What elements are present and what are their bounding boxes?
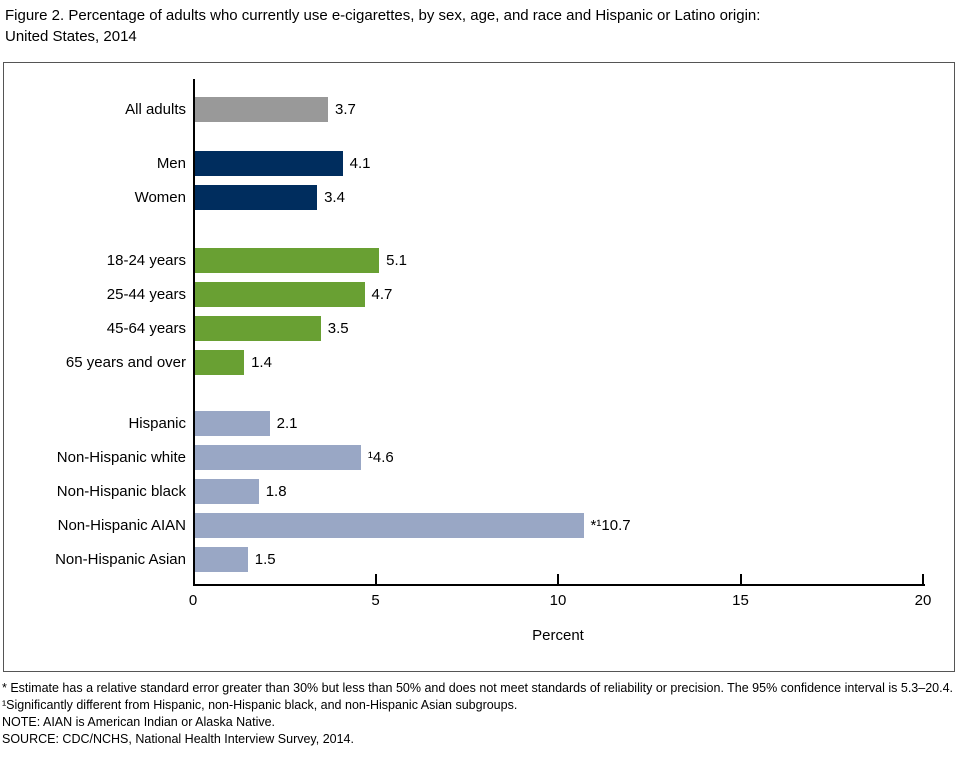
footnote-significance: ¹Significantly different from Hispanic, … [2,698,518,712]
category-label-65-years-and-over: 65 years and over [65,354,186,371]
footnotes: * Estimate has a relative standard error… [2,680,958,748]
category-label-men: Men [156,155,186,172]
category-label-25-44-years: 25-44 years [106,286,186,303]
bar-25-44-years [195,282,365,307]
bar-non-hispanic-aian [195,513,584,538]
category-label-women: Women [134,189,186,206]
value-label-men: 4.1 [349,155,371,172]
value-label-non-hispanic-aian: *¹10.7 [590,517,631,534]
category-label-non-hispanic-aian: Non-Hispanic AIAN [57,517,186,534]
footnote-asterisk: * Estimate has a relative standard error… [2,681,954,695]
figure-title-line2: United States, 2014 [5,28,137,45]
value-label-18-24-years: 5.1 [386,252,407,269]
value-label-non-hispanic-asian: 1.5 [254,551,276,568]
x-tick-20 [922,574,924,584]
bar-women [195,185,318,210]
x-axis-title: Percent [532,627,584,644]
value-label-all-adults: 3.7 [335,101,356,118]
x-tick-label-0: 0 [188,592,198,609]
x-tick-10 [557,574,559,584]
bar-all-adults [195,97,329,122]
value-label-women: 3.4 [324,189,345,206]
category-label-non-hispanic-black: Non-Hispanic black [56,483,186,500]
x-tick-label-20: 20 [914,592,932,609]
footnote-note: NOTE: AIAN is American Indian or Alaska … [2,715,276,729]
value-label-25-44-years: 4.7 [371,286,393,303]
value-label-45-64-years: 3.5 [327,320,349,337]
bar-hispanic [195,411,270,436]
x-tick-label-10: 10 [549,592,567,609]
x-tick-label-15: 15 [732,592,749,609]
value-label-65-years-and-over: 1.4 [251,354,272,371]
figure-title: Figure 2. Percentage of adults who curre… [5,5,950,47]
bar-18-24-years [195,248,380,273]
bar-non-hispanic-white [195,445,361,470]
bar-men [195,151,343,176]
bar-65-years-and-over [195,350,245,375]
category-label-18-24-years: 18-24 years [106,252,186,269]
x-axis-line [193,584,925,586]
x-tick-15 [739,574,742,584]
category-label-45-64-years: 45-64 years [106,320,186,337]
chart-area: All adults 3.7 Men 4.1 Women 3.4 18-24 years 5.… [3,62,955,672]
x-tick-5 [374,574,377,584]
category-label-hispanic: Hispanic [128,415,186,432]
category-label-non-hispanic-white: Non-Hispanic white [56,449,186,466]
bar-non-hispanic-asian [195,547,248,572]
value-label-non-hispanic-black: 1.8 [265,483,287,500]
y-axis-line [193,79,195,586]
value-label-hispanic: 2.1 [276,415,298,432]
bar-non-hispanic-black [195,479,259,504]
value-label-non-hispanic-white: ¹4.6 [367,449,394,466]
footnote-source: SOURCE: CDC/NCHS, National Health Interv… [2,732,354,746]
bar-45-64-years [195,316,321,341]
figure-title-line1: Figure 2. Percentage of adults who curre… [5,7,761,24]
x-tick-label-5: 5 [371,592,380,609]
category-label-non-hispanic-asian: Non-Hispanic Asian [55,551,186,568]
category-label-all-adults: All adults [125,101,186,118]
